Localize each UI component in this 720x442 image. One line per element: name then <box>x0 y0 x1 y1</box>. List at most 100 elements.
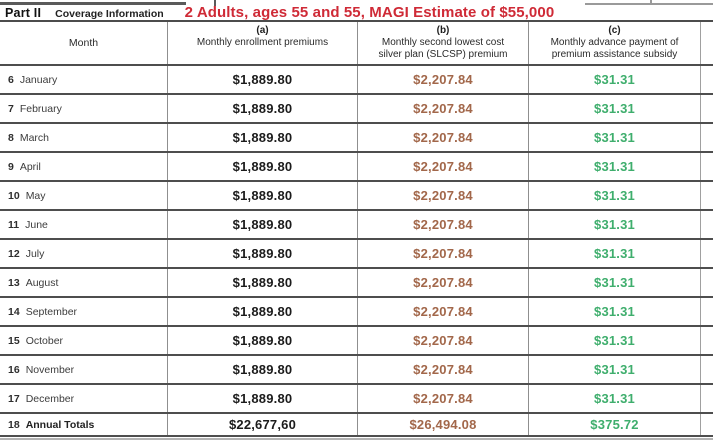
table-row: 11 June $1,889.80 $2,207.84 $31.31 <box>0 211 713 240</box>
row-spacer <box>701 269 712 296</box>
enrollment-premium-value: $1,889.80 <box>232 275 293 290</box>
slcsp-premium-cell: $2,207.84 <box>357 356 528 383</box>
table-body: 6 January $1,889.80 $2,207.84 $31.31 7 F… <box>0 66 713 437</box>
column-b-desc-line2: silver plan (SLCSP) premium <box>378 49 508 60</box>
slcsp-premium-value: $2,207.84 <box>413 304 473 319</box>
row-spacer <box>701 327 712 354</box>
month-label: October <box>25 334 64 347</box>
enrollment-premium-cell: $1,889.80 <box>167 66 357 93</box>
row-spacer <box>701 356 712 383</box>
slcsp-premium-cell: $2,207.84 <box>357 124 528 151</box>
month-cell: 13 August <box>0 269 167 296</box>
prior-table-tick-left <box>214 0 216 6</box>
subsidy-value: $31.31 <box>594 391 635 406</box>
subsidy-cell: $31.31 <box>528 124 701 151</box>
line-number: 15 <box>8 334 20 347</box>
table-row: 13 August $1,889.80 $2,207.84 $31.31 <box>0 269 713 298</box>
subsidy-cell: $31.31 <box>528 385 701 412</box>
table-row: 17 December $1,889.80 $2,207.84 $31.31 <box>0 385 713 414</box>
column-c-desc-line2: premium assistance subsidy <box>551 49 678 60</box>
month-cell: 10 May <box>0 182 167 209</box>
table-row: 15 October $1,889.80 $2,207.84 $31.31 <box>0 327 713 356</box>
month-label: August <box>25 276 59 289</box>
line-number: 14 <box>8 305 20 318</box>
subsidy-value: $31.31 <box>594 333 635 348</box>
month-cell: 17 December <box>0 385 167 412</box>
line-number: 16 <box>8 363 20 376</box>
enrollment-premium-value: $1,889.80 <box>232 188 293 203</box>
enrollment-premium-value: $1,889.80 <box>232 72 293 87</box>
slcsp-premium-cell: $2,207.84 <box>357 298 528 325</box>
subsidy-cell: $31.31 <box>528 327 701 354</box>
row-spacer <box>701 153 712 180</box>
slcsp-premium-value: $2,207.84 <box>413 217 473 232</box>
enrollment-premium-value: $1,889.80 <box>232 246 293 261</box>
month-label: May <box>25 189 46 202</box>
coverage-table: Month (a) Monthly enrollment premiums (b… <box>0 20 713 437</box>
subsidy-cell: $31.31 <box>528 356 701 383</box>
slcsp-premium-value: $2,207.84 <box>413 362 473 377</box>
subsidy-value: $31.31 <box>594 246 635 261</box>
enrollment-premium-value: $1,889.80 <box>232 130 293 145</box>
enrollment-premium-value: $1,889.80 <box>232 159 293 174</box>
month-cell: 7 February <box>0 95 167 122</box>
month-label: February <box>19 102 62 115</box>
slcsp-premium-cell: $26,494.08 <box>357 414 528 435</box>
month-label: March <box>19 131 50 144</box>
month-cell: 16 November <box>0 356 167 383</box>
line-number: 13 <box>8 276 20 289</box>
row-spacer <box>701 298 712 325</box>
row-spacer <box>701 95 712 122</box>
row-spacer <box>701 66 712 93</box>
subsidy-cell: $31.31 <box>528 153 701 180</box>
month-cell: 14 September <box>0 298 167 325</box>
month-cell: 8 March <box>0 124 167 151</box>
slcsp-premium-value: $2,207.84 <box>413 159 473 174</box>
column-b-letter: (b) <box>436 25 450 36</box>
slcsp-premium-value: $2,207.84 <box>413 72 473 87</box>
table-bottom-shadow <box>0 438 713 440</box>
column-c-header: (c) Monthly advance payment of premium a… <box>528 22 701 64</box>
month-cell: 9 April <box>0 153 167 180</box>
enrollment-premium-value: $1,889.80 <box>232 391 293 406</box>
part-header: Part II Coverage Information 2 Adults, a… <box>0 4 720 21</box>
slcsp-premium-value: $2,207.84 <box>413 101 473 116</box>
subsidy-cell: $375.72 <box>528 414 701 435</box>
row-spacer <box>701 414 712 435</box>
slcsp-premium-cell: $2,207.84 <box>357 153 528 180</box>
enrollment-premium-cell: $1,889.80 <box>167 356 357 383</box>
month-cell: 18 Annual Totals <box>0 414 167 435</box>
subsidy-cell: $31.31 <box>528 182 701 209</box>
enrollment-premium-value: $1,889.80 <box>232 217 293 232</box>
subsidy-value: $375.72 <box>590 417 639 432</box>
subsidy-value: $31.31 <box>594 188 635 203</box>
subsidy-cell: $31.31 <box>528 95 701 122</box>
month-label: January <box>19 73 58 86</box>
enrollment-premium-cell: $1,889.80 <box>167 211 357 238</box>
slcsp-premium-value: $2,207.84 <box>413 188 473 203</box>
month-cell: 6 January <box>0 66 167 93</box>
line-number: 7 <box>8 102 14 115</box>
month-cell: 11 June <box>0 211 167 238</box>
line-number: 8 <box>8 131 14 144</box>
table-row: 7 February $1,889.80 $2,207.84 $31.31 <box>0 95 713 124</box>
table-row: 10 May $1,889.80 $2,207.84 $31.31 <box>0 182 713 211</box>
line-number: 10 <box>8 189 20 202</box>
subsidy-cell: $31.31 <box>528 211 701 238</box>
prior-table-rule-right <box>585 3 713 5</box>
subsidy-value: $31.31 <box>594 101 635 116</box>
line-number: 11 <box>8 218 20 231</box>
enrollment-premium-cell: $1,889.80 <box>167 124 357 151</box>
line-number: 6 <box>8 73 14 86</box>
slcsp-premium-cell: $2,207.84 <box>357 240 528 267</box>
row-spacer <box>701 240 712 267</box>
line-number: 12 <box>8 247 20 260</box>
table-row: 6 January $1,889.80 $2,207.84 $31.31 <box>0 66 713 95</box>
line-number: 17 <box>8 392 20 405</box>
row-spacer <box>701 385 712 412</box>
enrollment-premium-value: $1,889.80 <box>232 304 293 319</box>
subsidy-cell: $31.31 <box>528 298 701 325</box>
subsidy-value: $31.31 <box>594 362 635 377</box>
annual-totals-row: 18 Annual Totals $22,677,60 $26,494.08 $… <box>0 414 713 437</box>
